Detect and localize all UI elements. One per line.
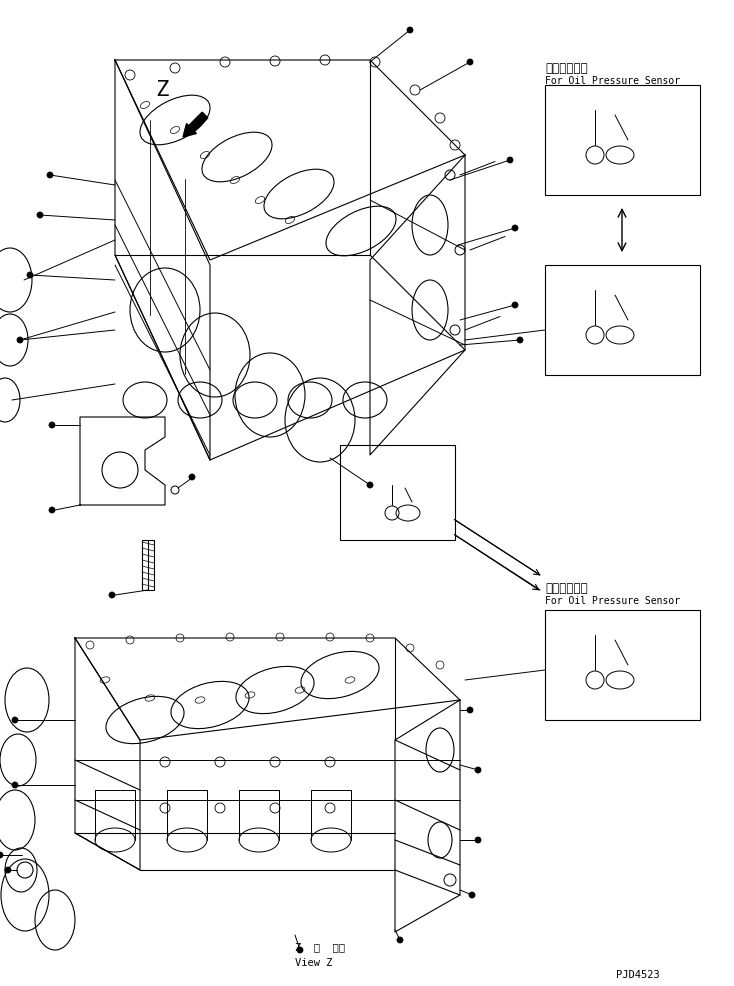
Bar (545, 610, 700, 720)
Circle shape (0, 852, 3, 858)
Text: View Z: View Z (295, 958, 333, 968)
Bar (142, 540, 154, 590)
Circle shape (475, 767, 481, 773)
Circle shape (189, 474, 195, 480)
Circle shape (109, 592, 115, 598)
Bar (545, 265, 700, 375)
Circle shape (507, 157, 513, 163)
Text: 油圧センサ用: 油圧センサ用 (545, 582, 588, 595)
Text: Z: Z (155, 80, 168, 100)
Bar (340, 445, 455, 540)
Circle shape (512, 225, 518, 231)
Circle shape (297, 947, 303, 953)
Circle shape (469, 892, 475, 898)
Circle shape (517, 337, 523, 343)
Circle shape (367, 482, 373, 488)
Circle shape (467, 707, 473, 713)
Circle shape (12, 717, 18, 723)
Circle shape (37, 212, 43, 218)
Circle shape (47, 172, 53, 178)
Text: For Oil Pressure Sensor: For Oil Pressure Sensor (545, 76, 680, 86)
Circle shape (475, 837, 481, 843)
Circle shape (407, 27, 413, 33)
Circle shape (27, 272, 33, 278)
Circle shape (5, 867, 11, 873)
Circle shape (12, 782, 18, 788)
Text: 油圧センサ用: 油圧センサ用 (545, 62, 588, 75)
Circle shape (49, 507, 55, 513)
Circle shape (49, 422, 55, 428)
Text: PJD4523: PJD4523 (617, 970, 660, 980)
Text: Z  視  ・・: Z 視 ・・ (295, 942, 345, 952)
Circle shape (512, 302, 518, 308)
Circle shape (397, 937, 403, 943)
Circle shape (17, 337, 23, 343)
FancyArrow shape (183, 112, 208, 137)
Circle shape (467, 59, 473, 65)
Text: For Oil Pressure Sensor: For Oil Pressure Sensor (545, 596, 680, 606)
Bar (545, 85, 700, 195)
